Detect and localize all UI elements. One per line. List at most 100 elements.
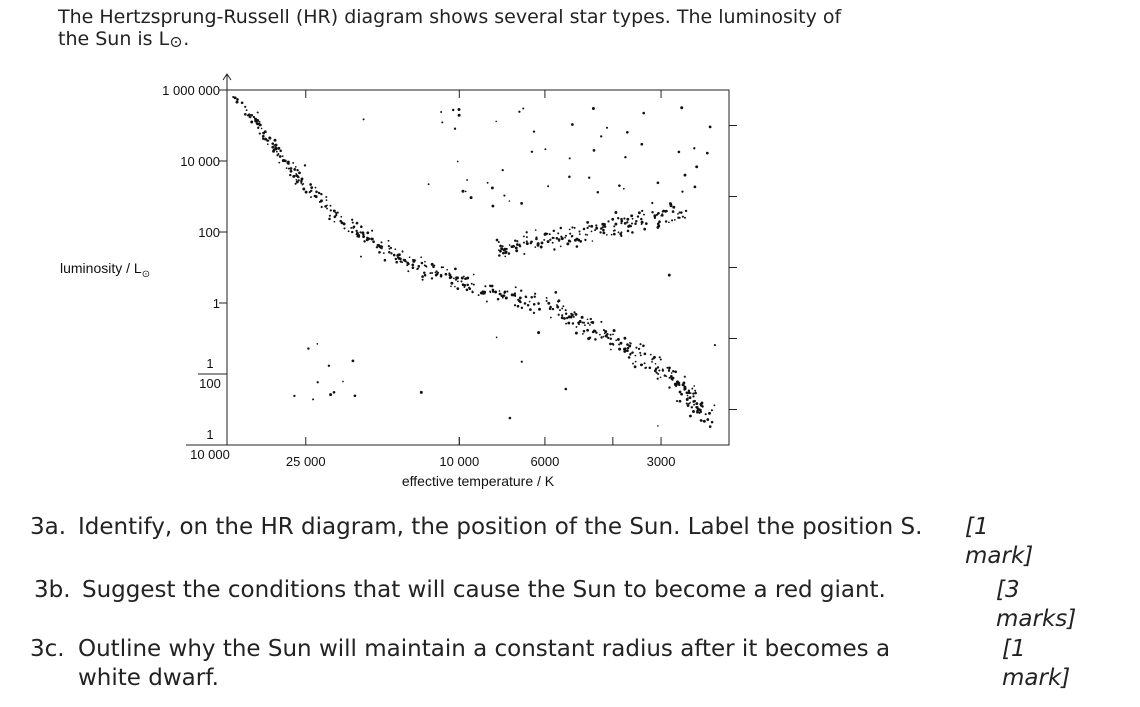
star-point xyxy=(569,232,572,235)
star-point xyxy=(333,215,337,219)
star-point xyxy=(649,353,652,356)
star-point xyxy=(637,211,641,215)
star-point xyxy=(584,233,587,236)
star-point xyxy=(528,300,531,303)
star-point xyxy=(678,211,681,214)
star-point xyxy=(584,324,586,326)
star-point xyxy=(250,120,254,124)
star-point xyxy=(693,147,696,150)
star-point xyxy=(420,261,424,265)
star-point xyxy=(402,258,405,261)
star-point xyxy=(671,219,674,222)
star-point xyxy=(424,260,426,263)
star-point xyxy=(411,266,415,270)
star-point xyxy=(504,255,507,258)
intro-line-2: the Sun is L. xyxy=(58,28,841,50)
star-point xyxy=(589,324,591,326)
star-point xyxy=(643,213,645,216)
question-text-line-1: Outline why the Sun will maintain a cons… xyxy=(78,636,891,662)
star-point xyxy=(293,394,296,398)
star-point xyxy=(624,348,627,350)
star-point xyxy=(677,216,680,219)
star-point xyxy=(571,234,574,238)
star-point xyxy=(708,125,712,129)
star-point xyxy=(378,250,381,254)
star-point xyxy=(262,131,266,135)
star-point xyxy=(599,231,602,234)
star-point xyxy=(561,307,564,310)
y-tick-label: 1 000 000 xyxy=(162,83,220,98)
plot-frame xyxy=(222,73,730,446)
star-point xyxy=(503,290,507,294)
star-point xyxy=(586,328,589,332)
star-point xyxy=(693,385,696,387)
star-point xyxy=(557,300,559,303)
star-point xyxy=(631,231,634,234)
star-point xyxy=(640,142,644,146)
star-point xyxy=(566,242,570,246)
star-point xyxy=(457,280,459,283)
star-point xyxy=(261,134,265,138)
star-point xyxy=(623,222,627,225)
star-point xyxy=(710,409,713,412)
star-point xyxy=(465,288,469,292)
star-point xyxy=(582,329,585,332)
star-point xyxy=(313,194,317,198)
star-point xyxy=(532,130,536,133)
star-point xyxy=(655,371,658,374)
star-point xyxy=(279,149,282,153)
star-point xyxy=(513,239,517,242)
star-point xyxy=(456,276,459,280)
star-point xyxy=(587,322,590,325)
star-point xyxy=(514,246,518,250)
star-point xyxy=(565,322,568,325)
star-point xyxy=(563,317,566,320)
star-point xyxy=(564,312,568,315)
star-point xyxy=(537,302,540,305)
star-point xyxy=(683,375,686,378)
star-point xyxy=(294,166,297,168)
star-point xyxy=(602,228,605,232)
star-point xyxy=(292,161,295,164)
star-point xyxy=(249,113,251,116)
star-point xyxy=(616,337,620,341)
star-point xyxy=(552,229,556,233)
star-point xyxy=(343,227,346,230)
star-point xyxy=(687,391,691,395)
question-number: 3a. xyxy=(30,514,67,540)
star-point xyxy=(663,374,666,377)
star-point xyxy=(564,234,568,237)
star-point xyxy=(671,210,675,213)
y-tick-label: 100 xyxy=(198,225,220,240)
star-point xyxy=(642,344,645,348)
star-point xyxy=(324,205,327,208)
star-point xyxy=(557,238,561,241)
star-point xyxy=(363,240,366,243)
star-point xyxy=(685,402,688,405)
star-point xyxy=(520,306,524,310)
x-tick-label: 25 000 xyxy=(286,454,326,469)
star-point xyxy=(680,211,683,214)
star-point xyxy=(633,365,637,369)
star-point xyxy=(678,399,682,403)
star-point xyxy=(635,219,638,223)
star-point xyxy=(667,273,671,277)
star-point xyxy=(379,246,382,249)
star-point xyxy=(501,168,504,172)
star-point xyxy=(581,321,584,324)
star-point xyxy=(540,241,544,245)
star-point xyxy=(610,233,613,236)
star-point xyxy=(545,296,548,299)
star-point xyxy=(612,333,614,336)
star-point xyxy=(522,107,525,110)
star-point xyxy=(567,239,571,243)
star-point xyxy=(605,334,608,338)
star-point xyxy=(463,283,467,287)
star-point xyxy=(692,410,695,413)
star-point xyxy=(639,351,642,354)
star-point xyxy=(556,305,560,309)
star-point xyxy=(606,333,609,336)
star-point xyxy=(510,293,513,296)
star-point xyxy=(582,227,586,231)
star-point xyxy=(643,227,647,231)
